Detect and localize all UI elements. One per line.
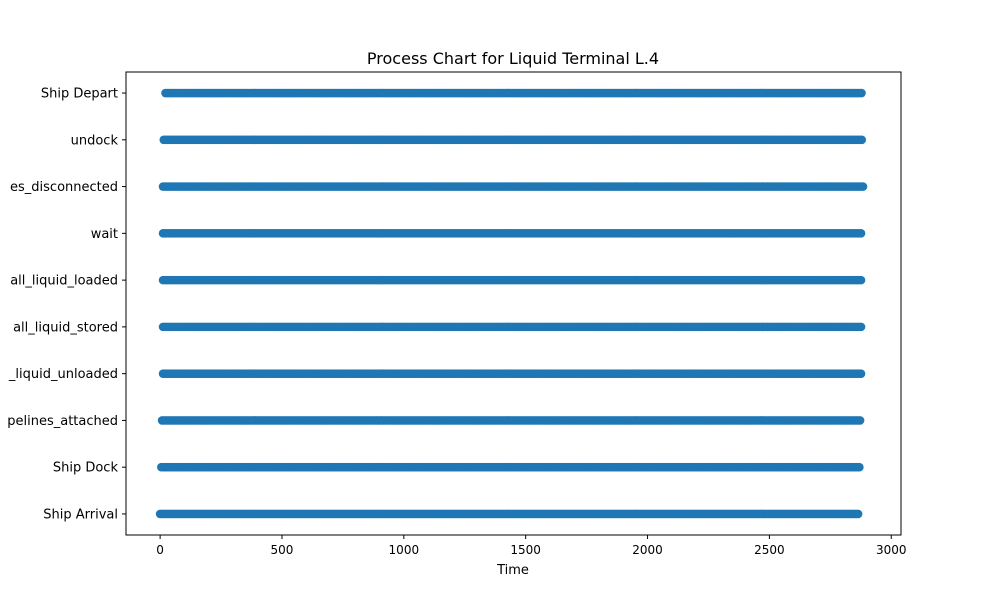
data-point xyxy=(853,509,863,519)
data-point xyxy=(855,416,865,425)
data-point xyxy=(858,182,868,191)
x-tick-label: 500 xyxy=(271,543,294,557)
series-pelines-attached xyxy=(157,416,865,425)
series-es-disconnected xyxy=(158,182,868,191)
y-tick-label: pelines_attached xyxy=(7,414,118,429)
data-point xyxy=(856,275,866,285)
data-point xyxy=(857,135,867,145)
y-tick-label: undock xyxy=(71,133,119,148)
data-point xyxy=(855,462,864,472)
series-ship-arrival xyxy=(155,509,863,519)
series-all-liquid-loaded xyxy=(158,275,866,285)
chart-title: Process Chart for Liquid Terminal L.4 xyxy=(367,49,659,68)
y-tick-label: es_disconnected xyxy=(10,180,118,195)
series-ship-dock xyxy=(157,462,864,472)
x-axis: 0 500 1000 1500 2000 2500 3000 xyxy=(156,535,907,557)
y-tick-label: wait xyxy=(91,227,118,242)
y-tick-label: Ship Dock xyxy=(53,461,119,476)
y-axis: Ship Arrival Ship Dock pelines_attached _li… xyxy=(7,87,126,522)
x-tick-label: 2500 xyxy=(754,543,785,557)
series--liquid-unloaded xyxy=(158,369,866,378)
y-tick-label: Ship Depart xyxy=(41,87,118,102)
data-point xyxy=(856,322,866,332)
x-tick-label: 0 xyxy=(156,543,164,557)
series-all-liquid-stored xyxy=(158,322,866,332)
series-undock xyxy=(159,135,867,145)
data-point xyxy=(856,369,866,378)
x-tick-label: 2000 xyxy=(632,543,663,557)
y-tick-label: _liquid_unloaded xyxy=(8,367,118,382)
x-tick-label: 1500 xyxy=(510,543,541,557)
series-wait xyxy=(158,229,866,238)
x-axis-label: Time xyxy=(496,563,529,578)
y-tick-label: Ship Arrival xyxy=(43,507,118,522)
data-point xyxy=(856,229,866,238)
x-tick-label: 1000 xyxy=(389,543,420,557)
y-tick-label: all_liquid_loaded xyxy=(10,274,118,289)
points-layer xyxy=(155,88,868,519)
data-point xyxy=(857,88,866,98)
y-tick-label: all_liquid_stored xyxy=(13,320,118,335)
x-tick-label: 3000 xyxy=(876,543,907,557)
series-ship-depart xyxy=(161,88,866,98)
plot-frame xyxy=(125,71,902,536)
